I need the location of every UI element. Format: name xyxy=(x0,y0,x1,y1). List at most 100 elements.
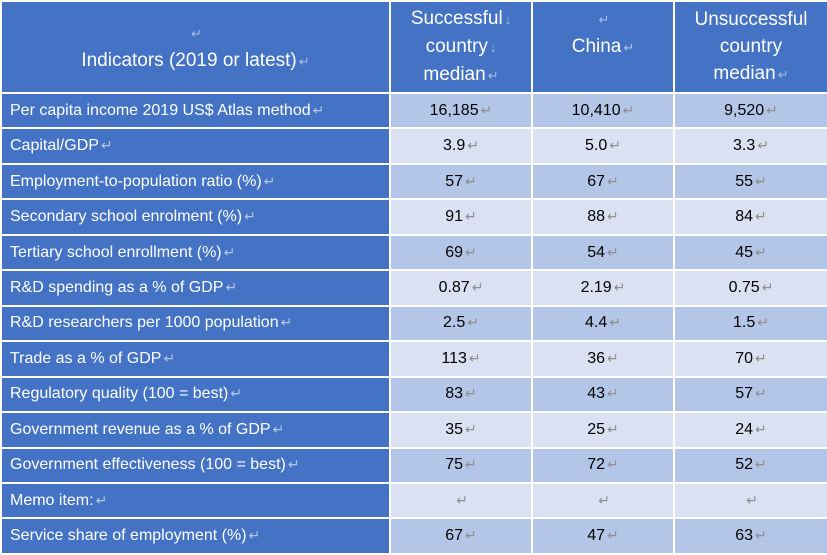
table-row: Capital/GDP ↵ 3.9 ↵ 5.0 ↵ 3.3 ↵ xyxy=(0,127,827,165)
cell-china-text: 25 xyxy=(587,420,606,438)
paragraph-mark: ↵ xyxy=(755,172,767,189)
row-label: Trade as a % of GDP ↵ xyxy=(0,340,391,378)
row-label-text: R&D spending as a % of GDP xyxy=(10,278,224,296)
cell-unsuccessful: 0.75 ↵ xyxy=(673,269,827,307)
paragraph-mark: ↵ xyxy=(609,137,621,154)
cell-china-text: 36 xyxy=(587,349,606,367)
cell-successful-text: 113 xyxy=(441,349,467,367)
paragraph-mark: ↵ xyxy=(755,349,767,366)
cell-unsuccessful-text: 1.5 xyxy=(733,314,756,332)
paragraph-mark: ↵ xyxy=(95,491,108,508)
cell-unsuccessful-text: 63 xyxy=(735,527,754,545)
cell-china-text: 54 xyxy=(587,243,606,261)
cell-successful: 83 ↵ xyxy=(389,375,533,414)
cell-china-text: 88 xyxy=(587,208,606,226)
header-top-mark: ↵ xyxy=(191,25,202,41)
cell-successful: 0.87 ↵ xyxy=(389,269,533,307)
header-successful-line1: Successful xyxy=(410,8,503,29)
cell-unsuccessful-text: 52 xyxy=(735,456,754,474)
paragraph-mark: ↵ xyxy=(623,40,635,55)
row-label-text: Trade as a % of GDP xyxy=(10,349,162,367)
cell-china-text: 47 xyxy=(587,527,606,545)
header-top-mark: ↵ xyxy=(598,12,610,27)
paragraph-mark: ↵ xyxy=(607,456,619,473)
paragraph-mark: ↵ xyxy=(777,67,789,82)
header-unsuccessful-line2: country xyxy=(719,36,783,57)
cell-china-text: 43 xyxy=(587,385,606,403)
paragraph-mark: ↵ xyxy=(755,527,767,544)
cell-successful-text: 75 xyxy=(445,456,464,474)
cell-unsuccessful-text: 0.75 xyxy=(728,278,760,296)
cell-successful: 91 ↵ xyxy=(389,198,533,236)
cell-china-text: 5.0 xyxy=(585,137,608,155)
cell-china-text: 4.4 xyxy=(585,314,608,332)
row-label: Tertiary school enrollment (%) ↵ xyxy=(0,233,391,272)
cell-china: 54 ↵ xyxy=(531,233,675,272)
cell-unsuccessful: ↵ xyxy=(673,481,827,520)
paragraph-mark: ↵ xyxy=(280,314,293,331)
paragraph-mark: ↵ xyxy=(598,491,610,508)
paragraph-mark: ↵ xyxy=(480,101,493,118)
paragraph-mark: ↵ xyxy=(607,420,619,437)
paragraph-mark: ↵ xyxy=(225,278,238,295)
row-label: Per capita income 2019 US$ Atlas method ↵ xyxy=(0,91,391,130)
cell-unsuccessful: 1.5 ↵ xyxy=(673,304,827,343)
cell-successful-text: 69 xyxy=(445,243,464,261)
paragraph-mark: ↵ xyxy=(465,456,477,473)
cell-unsuccessful-text: 84 xyxy=(735,208,754,226)
paragraph-mark: ↵ xyxy=(287,456,300,473)
header-successful-line2: country xyxy=(425,36,488,57)
cell-successful-text: 2.5 xyxy=(443,314,466,332)
cell-unsuccessful-text: 70 xyxy=(735,349,754,367)
table-row: Employment-to-population ratio (%) ↵ 57 ↵ 67… xyxy=(0,162,827,201)
cell-unsuccessful: 24 ↵ xyxy=(673,411,827,449)
paragraph-mark: ↵ xyxy=(487,68,499,83)
paragraph-mark: ↵ xyxy=(755,420,767,437)
cell-unsuccessful-text: 55 xyxy=(735,172,754,190)
cell-unsuccessful: 63 ↵ xyxy=(673,517,827,555)
paragraph-mark: ↵ xyxy=(607,172,619,189)
paragraph-mark: ↵ xyxy=(223,243,236,260)
table-row: Secondary school enrolment (%) ↵ 91 ↵ 88 ↵ 84 ↵ xyxy=(0,198,827,236)
paragraph-mark: ↵ xyxy=(465,208,477,225)
header-indicators: ↵ Indicators (2019 or latest) ↵ xyxy=(0,0,391,94)
table-row: Memo item: ↵ ↵ ↵ ↵ xyxy=(0,481,827,520)
paragraph-mark: ↵ xyxy=(100,137,113,154)
cell-china-text: 10,410 xyxy=(571,101,621,119)
cell-unsuccessful: 57 ↵ xyxy=(673,375,827,414)
row-label: Regulatory quality (100 = best) ↵ xyxy=(0,375,391,414)
cell-unsuccessful-text: 9,520 xyxy=(724,101,765,119)
row-label-text: Regulatory quality (100 = best) xyxy=(10,385,229,403)
table-row: Government effectiveness (100 = best) ↵ 75… xyxy=(0,446,827,484)
paragraph-mark: ↵ xyxy=(468,349,481,366)
cell-china: 47 ↵ xyxy=(531,517,675,555)
cell-china: 25 ↵ xyxy=(531,411,675,449)
paragraph-mark: ↵ xyxy=(312,101,325,118)
paragraph-mark: ↵ xyxy=(163,349,176,366)
row-label: Capital/GDP ↵ xyxy=(0,127,391,165)
table-row: Regulatory quality (100 = best) ↵ 83 ↵ 43 ↵ 57… xyxy=(0,375,827,414)
paragraph-mark: ↵ xyxy=(465,243,477,260)
row-label: Employment-to-population ratio (%) ↵ xyxy=(0,162,391,201)
table-row: Government revenue as a % of GDP ↵ 35 ↵ 25 ↵ 2… xyxy=(0,411,827,449)
paragraph-mark: ↓ xyxy=(489,40,497,55)
cell-unsuccessful: 84 ↵ xyxy=(673,198,827,236)
cell-china: 4.4 ↵ xyxy=(531,304,675,343)
cell-successful: 113 ↵ xyxy=(389,340,533,378)
cell-unsuccessful: 70 ↵ xyxy=(673,340,827,378)
paragraph-mark: ↵ xyxy=(755,208,767,225)
paragraph-mark: ↵ xyxy=(467,314,479,331)
cell-unsuccessful: 3.3 ↵ xyxy=(673,127,827,165)
row-label-text: Memo item: xyxy=(10,491,94,509)
cell-successful: 57 ↵ xyxy=(389,162,533,201)
paragraph-mark: ↵ xyxy=(263,172,276,189)
paragraph-mark: ↵ xyxy=(471,278,484,295)
cell-successful: 16,185 ↵ xyxy=(389,91,533,130)
paragraph-mark: ↓ xyxy=(504,12,512,27)
paragraph-mark: ↵ xyxy=(456,491,468,508)
row-label: Government revenue as a % of GDP ↵ xyxy=(0,411,391,449)
paragraph-mark: ↵ xyxy=(609,314,621,331)
paragraph-mark: ↵ xyxy=(755,243,767,260)
cell-successful-text: 83 xyxy=(445,385,464,403)
